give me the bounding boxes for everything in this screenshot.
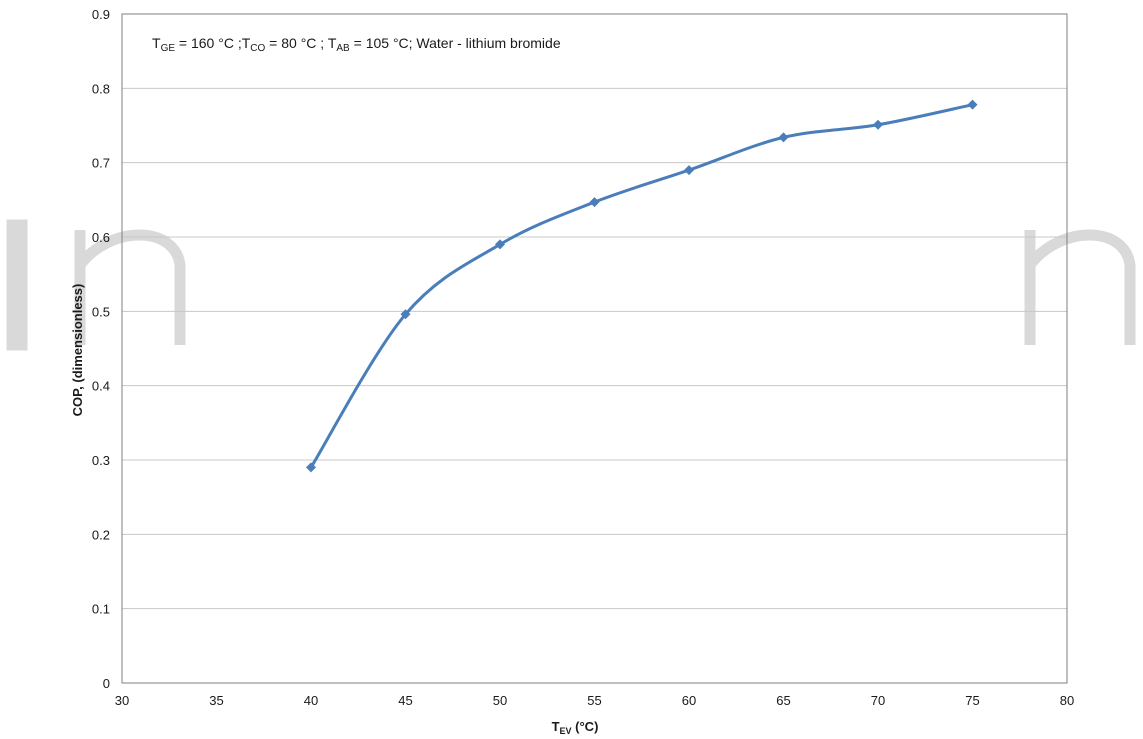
x-tick-label: 80 — [1060, 693, 1074, 708]
data-point-marker — [495, 239, 505, 250]
data-point-marker — [684, 165, 694, 176]
x-tick-label: 65 — [776, 693, 790, 708]
watermark-logo — [6, 219, 1136, 351]
data-point-marker — [967, 99, 978, 110]
y-tick-labels: 0 0.1 0.2 0.3 0.4 0.5 0.6 0.7 0.8 0.9 — [92, 7, 110, 691]
data-point-marker — [400, 309, 411, 320]
x-tick-label: 70 — [871, 693, 885, 708]
y-tick-label: 0.6 — [92, 230, 110, 245]
x-tick-label: 45 — [398, 693, 412, 708]
x-tick-label: 30 — [115, 693, 129, 708]
x-tick-labels: 30 35 40 45 50 55 60 65 70 75 80 — [115, 693, 1074, 708]
x-tick-label: 60 — [682, 693, 696, 708]
series-markers — [306, 99, 978, 473]
grid-lines — [122, 87, 1067, 610]
y-tick-label: 0 — [103, 676, 110, 691]
y-axis-label: COP, (dimensionless) — [70, 284, 85, 417]
data-point-marker — [589, 197, 600, 208]
y-tick-label: 0.7 — [92, 156, 110, 171]
data-point-marker — [778, 132, 789, 143]
y-tick-label: 0.1 — [92, 602, 110, 617]
y-tick-label: 0.9 — [92, 7, 110, 22]
data-point-marker — [873, 119, 883, 130]
series-line — [309, 103, 973, 469]
plot-frame — [121, 13, 1068, 684]
y-tick-label: 0.2 — [92, 527, 110, 542]
y-tick-label: 0.3 — [92, 453, 110, 468]
x-tick-label: 50 — [493, 693, 507, 708]
x-tick-label: 40 — [304, 693, 318, 708]
x-tick-label: 55 — [587, 693, 601, 708]
x-tick-label: 75 — [965, 693, 979, 708]
data-point-marker — [306, 462, 316, 473]
y-tick-label: 0.5 — [92, 304, 110, 319]
y-tick-label: 0.4 — [92, 379, 110, 394]
x-tick-label: 35 — [209, 693, 223, 708]
x-axis-label: TEV (°C) — [552, 719, 599, 736]
chart-title: TGE = 160 °C ;TCO = 80 °C ; TAB = 105 °C… — [152, 35, 561, 54]
y-tick-label: 0.8 — [92, 81, 110, 96]
